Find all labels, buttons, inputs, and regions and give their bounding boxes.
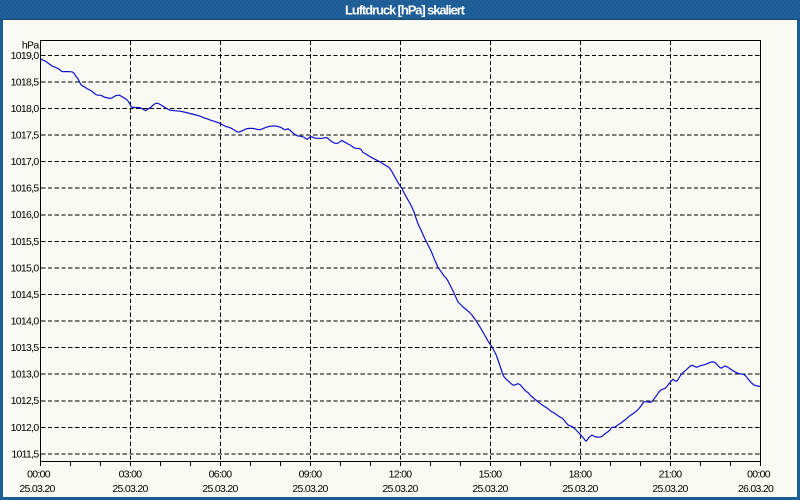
svg-text:00:00: 00:00: [747, 469, 771, 481]
svg-text:Luftdruck [hPa] skaliert: Luftdruck [hPa] skaliert: [345, 3, 466, 18]
svg-text:03:00: 03:00: [119, 469, 143, 481]
svg-text:1018,5: 1018,5: [11, 76, 40, 88]
svg-text:1014,5: 1014,5: [11, 289, 40, 301]
svg-text:18:00: 18:00: [569, 469, 593, 481]
svg-text:15:00: 15:00: [479, 469, 503, 481]
svg-text:1016,5: 1016,5: [11, 183, 40, 195]
svg-text:1017,5: 1017,5: [11, 130, 40, 142]
svg-text:21:00: 21:00: [659, 469, 683, 481]
svg-text:06:00: 06:00: [209, 469, 233, 481]
svg-text:1013,0: 1013,0: [11, 369, 40, 381]
svg-text:1015,5: 1015,5: [11, 236, 40, 248]
svg-text:1014,0: 1014,0: [11, 316, 40, 328]
svg-text:25.03.20: 25.03.20: [202, 483, 238, 495]
svg-text:25.03.20: 25.03.20: [19, 483, 55, 495]
svg-text:25.03.20: 25.03.20: [472, 483, 508, 495]
svg-text:12:00: 12:00: [389, 469, 413, 481]
svg-text:25.03.20: 25.03.20: [652, 483, 688, 495]
svg-text:1011,5: 1011,5: [11, 448, 39, 460]
svg-text:25.03.20: 25.03.20: [382, 483, 418, 495]
svg-text:09:00: 09:00: [299, 469, 323, 481]
svg-text:1018,0: 1018,0: [11, 103, 40, 115]
svg-text:1016,0: 1016,0: [11, 209, 40, 221]
svg-text:1019,0: 1019,0: [11, 50, 40, 62]
svg-text:00:00: 00:00: [27, 469, 51, 481]
svg-text:25.03.20: 25.03.20: [292, 483, 328, 495]
svg-text:1013,5: 1013,5: [11, 342, 40, 354]
svg-text:25.03.20: 25.03.20: [562, 483, 598, 495]
svg-text:1012,5: 1012,5: [11, 395, 40, 407]
svg-text:1017,0: 1017,0: [11, 156, 40, 168]
svg-text:1015,0: 1015,0: [11, 262, 40, 274]
svg-text:26.03.20: 26.03.20: [738, 483, 774, 495]
svg-text:hPa: hPa: [22, 40, 39, 52]
svg-text:1012,0: 1012,0: [11, 422, 40, 434]
svg-text:25.03.20: 25.03.20: [112, 483, 148, 495]
